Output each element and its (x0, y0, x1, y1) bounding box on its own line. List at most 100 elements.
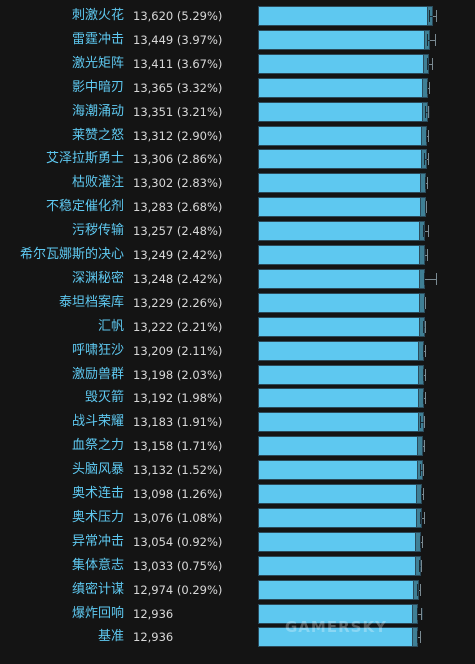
bar-row: 血祭之力 13,158 (1.71%) (0, 434, 475, 458)
value-label: 13,033 (0.75%) (133, 558, 223, 573)
bar-row: 刺激火花 13,620 (5.29%) (0, 4, 475, 28)
bar (258, 388, 425, 409)
watermark: GAMERSKY (285, 618, 387, 636)
value-label: 13,209 (2.11%) (133, 343, 223, 358)
error-bar-outer (421, 535, 423, 548)
value-label: 12,936 (133, 630, 174, 645)
category-label: 雷霆冲击 (71, 31, 124, 47)
error-bar-outer (424, 368, 427, 381)
bar (258, 364, 425, 385)
bar (258, 6, 434, 26)
bar-row: 深渊秘密 13,248 (2.42%) (0, 267, 475, 291)
bar (258, 245, 426, 265)
category-label: 奥术连击 (71, 486, 124, 501)
error-bar-outer (426, 201, 428, 214)
bar-row: 基准 12,936 (0, 625, 475, 649)
category-label: 枯败灌注 (71, 175, 124, 191)
bar (258, 484, 423, 504)
bar (258, 531, 422, 552)
category-label: 头脑风暴 (71, 462, 124, 478)
bar-row: 艾泽拉斯勇士 13,306 (2.86%) (0, 147, 475, 171)
category-label: 战斗荣耀 (71, 414, 124, 430)
bar (258, 125, 427, 146)
error-bar-outer (425, 272, 438, 285)
value-label: 13,449 (3.97%) (133, 32, 223, 47)
bar (258, 555, 421, 576)
category-label: 爆炸回响 (71, 605, 124, 621)
error-bar-outer (424, 344, 426, 357)
category-label: 希尔瓦娜斯的决心 (19, 247, 124, 262)
value-label: 13,198 (2.03%) (133, 367, 223, 382)
bar (258, 268, 426, 289)
bar-row: 影中暗刃 13,365 (3.32%) (0, 76, 475, 100)
error-bar-outer (425, 249, 428, 261)
bar (258, 77, 428, 98)
bar (258, 101, 428, 122)
bar-row: 激光矩阵 13,411 (3.67%) (0, 52, 475, 76)
value-label: 13,076 (1.08%) (133, 510, 223, 525)
value-label: 13,257 (2.48%) (133, 224, 223, 239)
value-label: 13,229 (2.26%) (133, 295, 223, 310)
value-label: 13,411 (3.67%) (133, 56, 223, 71)
bar-row: 汇帆 13,222 (2.21%) (0, 315, 475, 339)
error-bar-outer (426, 129, 430, 142)
bar-row: 不稳定催化剂 13,283 (2.68%) (0, 195, 475, 219)
value-label: 12,974 (0.29%) (133, 582, 223, 597)
category-label: 莱赞之怒 (71, 127, 124, 143)
error-bar-outer (419, 583, 422, 596)
category-label: 泰坦档案库 (58, 294, 124, 310)
bar-row: 泰坦档案库 13,229 (2.26%) (0, 291, 475, 315)
value-label: 13,248 (2.42%) (133, 271, 223, 286)
bar-row: 奥术压力 13,076 (1.08%) (0, 506, 475, 530)
value-label: 13,365 (3.32%) (133, 80, 223, 95)
value-label: 13,620 (5.29%) (133, 9, 223, 23)
bar (258, 197, 427, 218)
bar-row: 奥术连击 13,098 (1.26%) (0, 482, 475, 506)
category-label: 激光矩阵 (71, 55, 124, 71)
error-bar-outer (428, 57, 433, 70)
error-bar-outer (424, 320, 427, 333)
error-bar-outer (433, 10, 437, 22)
category-label: 基准 (97, 629, 124, 645)
error-bar-outer (426, 177, 429, 190)
category-label: 不稳定催化剂 (45, 199, 124, 215)
bar-row: 希尔瓦娜斯的决心 13,249 (2.42%) (0, 243, 475, 267)
category-label: 激励兽群 (71, 366, 124, 382)
value-label: 13,249 (2.42%) (133, 248, 223, 262)
value-label: 13,158 (1.71%) (133, 439, 223, 454)
bar (258, 412, 424, 433)
bar (258, 221, 426, 242)
bar (258, 460, 423, 481)
value-label: 13,183 (1.91%) (133, 415, 223, 430)
bar-row: 集体意志 13,033 (0.75%) (0, 554, 475, 578)
category-label: 艾泽拉斯勇士 (45, 151, 124, 167)
value-label: 13,192 (1.98%) (133, 391, 223, 406)
bar-row: 海潮涌动 13,351 (3.21%) (0, 100, 475, 124)
error-bar-outer (425, 225, 430, 238)
error-bar-outer (424, 296, 427, 309)
bar (258, 149, 427, 170)
error-bar-outer (426, 153, 429, 166)
bar-row: 呼啸狂沙 13,209 (2.11%) (0, 339, 475, 363)
category-label: 缜密计谋 (71, 581, 124, 597)
error-bar-outer (429, 33, 436, 46)
bar (258, 292, 425, 313)
error-bar-outer (427, 105, 430, 118)
category-label: 汇帆 (97, 318, 124, 334)
category-label: 集体意志 (71, 557, 124, 573)
value-label: 13,222 (2.21%) (133, 319, 223, 334)
value-label: 13,302 (2.83%) (133, 176, 223, 191)
value-label: 13,132 (1.52%) (133, 463, 223, 478)
category-label: 呼啸狂沙 (71, 342, 124, 358)
bar (258, 173, 427, 194)
error-bar-outer (422, 488, 424, 500)
bar-row: 异常冲击 13,054 (0.92%) (0, 530, 475, 554)
error-bar-outer (422, 464, 425, 477)
category-label: 海潮涌动 (71, 103, 124, 119)
value-label: 13,312 (2.90%) (133, 128, 223, 143)
bar-end-marker (419, 245, 426, 265)
bar (258, 53, 429, 74)
value-label: 12,936 (133, 606, 174, 621)
error-bar-outer (423, 416, 425, 429)
